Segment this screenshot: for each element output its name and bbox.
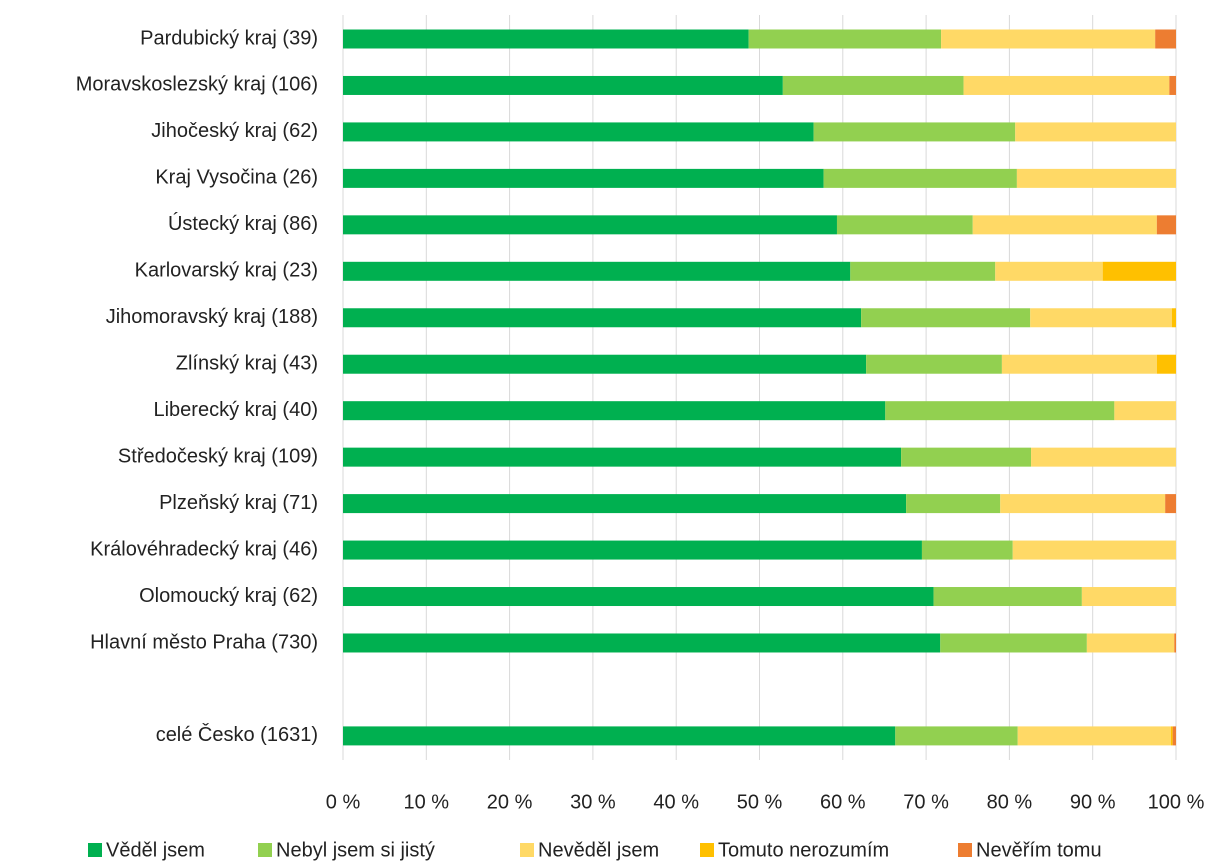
legend-swatch [700, 843, 714, 857]
bar-segment [748, 29, 942, 49]
y-tick-label: Zlínský kraj (43) [176, 353, 318, 375]
bar-segment [823, 168, 1017, 188]
bar-segment [850, 261, 996, 281]
x-tick-label: 20 % [487, 791, 533, 813]
bar-segment [1031, 447, 1176, 467]
legend-swatch [958, 843, 972, 857]
y-tick-label: celé Česko (1631) [156, 723, 318, 746]
bar-segment [1156, 354, 1176, 374]
bar-segment [1030, 308, 1172, 328]
y-tick-label: Středočeský kraj (109) [118, 445, 318, 467]
bar-segment [1169, 75, 1176, 95]
bar-segment [836, 215, 973, 235]
bar-segment [906, 494, 1001, 514]
bar-segment [1081, 587, 1176, 607]
bar-segment [1171, 308, 1176, 328]
bar-segment [1174, 633, 1176, 653]
y-tick-label: Ústecký kraj (86) [168, 212, 318, 235]
legend-label: Nevěděl jsem [538, 839, 659, 861]
bar-segment [782, 75, 964, 95]
y-tick-label: Kraj Vysočina (26) [155, 167, 318, 189]
bar-segment [1102, 261, 1176, 281]
bar-segment [343, 494, 907, 514]
bar-segment [343, 401, 886, 421]
legend-label: Tomuto nerozumím [718, 839, 889, 861]
bar-segment [343, 587, 934, 607]
bar-segment [963, 75, 1170, 95]
bar-segment [940, 633, 1087, 653]
legend-swatch [88, 843, 102, 857]
x-tick-label: 80 % [987, 791, 1033, 813]
y-tick-label: Hlavní město Praha (730) [90, 631, 318, 653]
bar-segment [813, 122, 1016, 142]
x-tick-label: 0 % [326, 791, 361, 813]
bar-segment [1017, 726, 1172, 746]
legend-swatch [520, 843, 534, 857]
x-tick-label: 60 % [820, 791, 866, 813]
bar-segment [343, 122, 814, 142]
x-tick-label: 100 % [1148, 791, 1205, 813]
legend-label: Věděl jsem [106, 839, 205, 861]
bar-segment [343, 308, 862, 328]
y-tick-label: Královéhradecký kraj (46) [90, 538, 318, 560]
y-tick-label: Olomoucký kraj (62) [139, 585, 318, 607]
x-tick-label: 40 % [653, 791, 699, 813]
bar-segment [866, 354, 1002, 374]
y-tick-label: Karlovarský kraj (23) [135, 260, 318, 282]
y-tick-label: Moravskoslezský kraj (106) [76, 74, 318, 96]
legend-swatch [258, 843, 272, 857]
y-tick-label: Liberecký kraj (40) [153, 399, 318, 421]
bar-segment [1172, 726, 1176, 746]
bar-segment [885, 401, 1115, 421]
bar-segment [1165, 494, 1176, 514]
bar-segment [995, 261, 1103, 281]
bar-segment [1016, 168, 1176, 188]
bar-segment [933, 587, 1082, 607]
bar-segment [941, 29, 1156, 49]
bar-segment [921, 540, 1013, 560]
y-tick-label: Pardubický kraj (39) [140, 27, 318, 49]
bar-segment [1012, 540, 1176, 560]
bar-segment [343, 29, 749, 49]
bar-segment [343, 633, 941, 653]
bar-segment [343, 75, 783, 95]
bar-segment [343, 168, 824, 188]
bar-segment [343, 215, 837, 235]
y-tick-label: Plzeňský kraj (71) [159, 492, 318, 514]
bar-segment [901, 447, 1032, 467]
bar-segment [1000, 494, 1166, 514]
x-tick-label: 10 % [404, 791, 450, 813]
bar-segment [1015, 122, 1176, 142]
bar-segment [1114, 401, 1176, 421]
x-tick-label: 30 % [570, 791, 616, 813]
bar-segment [1086, 633, 1175, 653]
x-tick-label: 70 % [903, 791, 949, 813]
x-tick-label: 90 % [1070, 791, 1116, 813]
bar-segment [895, 726, 1018, 746]
bar-segment [343, 540, 922, 560]
bar-segment [1171, 726, 1173, 746]
bar-segment [343, 726, 896, 746]
legend-label: Nebyl jsem si jistý [276, 839, 435, 861]
bar-segment [1001, 354, 1157, 374]
bar-segment [343, 447, 902, 467]
bar-segment [343, 261, 851, 281]
y-tick-label: Jihomoravský kraj (188) [106, 306, 318, 328]
bar-segment [1155, 29, 1176, 49]
x-tick-label: 50 % [737, 791, 783, 813]
bar-segment [861, 308, 1031, 328]
y-tick-label: Jihočeský kraj (62) [151, 120, 318, 142]
bar-segment [343, 354, 867, 374]
legend-label: Nevěřím tomu [976, 839, 1102, 861]
bar-segment [1156, 215, 1176, 235]
bar-segment [972, 215, 1157, 235]
